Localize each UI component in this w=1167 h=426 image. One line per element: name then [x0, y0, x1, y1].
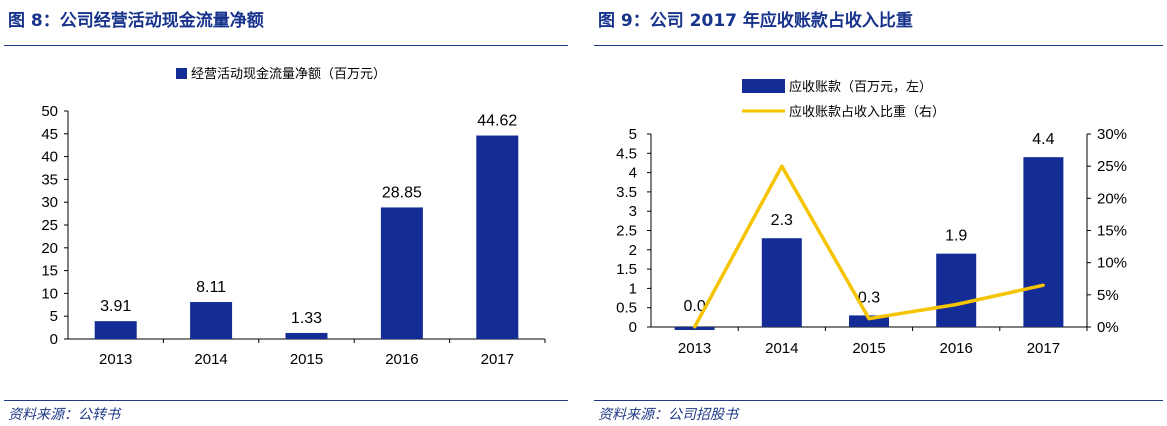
ratio-point-2015: [867, 317, 871, 321]
x-tick-label: 2016: [385, 351, 418, 368]
figure-9-bottom-rule: [594, 400, 1163, 401]
x-tick-label: 2016: [940, 340, 973, 357]
legend-label-ratio: 应收账款占收入比重（右）: [789, 104, 945, 119]
y-tick-label: 25: [41, 217, 58, 234]
y2-tick-label: 20%: [1097, 190, 1127, 207]
ratio-point-2013: [693, 325, 697, 329]
x-tick-label: 2017: [1027, 340, 1060, 357]
figure-8-chart: 经营活动现金流量净额（百万元） 0 5 10 15 20 25 30 35 40 45 50 3.91 2…: [41, 66, 546, 368]
y-tick-label: 40: [41, 149, 58, 166]
y-tick-label: 3: [629, 203, 637, 220]
figure-9-source: 资料来源：公司招股书: [598, 407, 738, 423]
figure-8-source: 资料来源：公转书: [8, 407, 120, 423]
y-tick-label: 5: [629, 126, 637, 143]
legend-swatch-receivables: [742, 79, 785, 93]
x-tick-label: 2014: [765, 340, 798, 357]
ratio-point-2014: [780, 164, 784, 168]
y2-tick-label: 5%: [1097, 287, 1119, 304]
y-tick-label: 2: [629, 242, 637, 259]
bar-2016: [380, 207, 423, 339]
x-tick-label: 2015: [852, 340, 885, 357]
x-tick-label: 2014: [194, 351, 227, 368]
figure-8-top-rule: [4, 45, 568, 46]
data-label-2015: 0.3: [858, 289, 880, 306]
y2-tick-label: 0%: [1097, 319, 1119, 336]
figure-8-title: 图 8：公司经营活动现金流量净额: [8, 11, 264, 31]
y-tick-label: 2.5: [616, 223, 637, 240]
data-label-2014: 8.11: [196, 279, 226, 296]
data-label-2016: 28.85: [382, 184, 422, 201]
y-tick-label: 1.5: [616, 261, 637, 278]
ratio-point-2016: [954, 302, 958, 306]
y-tick-label: 10: [41, 285, 58, 302]
data-label-2016: 1.9: [945, 228, 967, 245]
y-tick-label: 5: [50, 308, 58, 325]
y-tick-label: 50: [41, 103, 58, 120]
data-label-2013: 0.0: [683, 298, 705, 315]
x-tick-label: 2013: [678, 340, 711, 357]
y-tick-label: 45: [41, 126, 58, 143]
figure-9-top-rule: [594, 45, 1163, 46]
bar-2017: [476, 135, 519, 339]
bar-2013: [674, 327, 715, 330]
y2-tick-label: 10%: [1097, 255, 1127, 272]
y2-tick-label: 25%: [1097, 158, 1127, 175]
y-tick-label: 15: [41, 263, 58, 280]
y-tick-label: 0: [629, 319, 637, 336]
legend-swatch-cashflow: [176, 68, 187, 79]
y-tick-label: 0: [50, 331, 58, 348]
data-label-2013: 3.91: [100, 298, 131, 315]
data-label-2017: 44.62: [477, 113, 517, 130]
x-tick-label: 2013: [99, 351, 132, 368]
y-tick-label: 4: [629, 165, 637, 182]
data-label-2014: 2.3: [771, 212, 793, 229]
figure-9-chart: 应收账款（百万元，左） 应收账款占收入比重（右） 0 0.5 1 1.5 2 2.5 3 3.5 4…: [616, 79, 1127, 357]
data-label-2017: 4.4: [1032, 131, 1054, 148]
y-tick-label: 0.5: [616, 300, 637, 317]
legend-label-receivables: 应收账款（百万元，左）: [789, 79, 932, 94]
y-tick-label: 30: [41, 194, 58, 211]
bar-2016: [936, 253, 977, 327]
figure-9-panel: 图 9：公司 2017 年应收账款占收入比重 应收账款（百万元，左） 应收账款占收…: [590, 0, 1167, 426]
bar-2014: [190, 302, 233, 339]
figure-9-title: 图 9：公司 2017 年应收账款占收入比重: [598, 11, 913, 31]
y-tick-label: 20: [41, 240, 58, 257]
x-tick-label: 2017: [481, 351, 514, 368]
bar-2014: [761, 238, 802, 327]
figure-8-bottom-rule: [4, 400, 568, 401]
y2-tick-label: 15%: [1097, 223, 1127, 240]
y-tick-label: 3.5: [616, 184, 637, 201]
figure-8-panel: 图 8：公司经营活动现金流量净额 经营活动现金流量净额（百万元） 0 5 10 15 20…: [0, 0, 572, 426]
y2-tick-label: 30%: [1097, 126, 1127, 143]
y-tick-label: 35: [41, 171, 58, 188]
y-tick-label: 4.5: [616, 145, 637, 162]
y-tick-label: 1: [629, 280, 637, 297]
legend-label-cashflow: 经营活动现金流量净额（百万元）: [191, 66, 386, 81]
bar-2015: [285, 332, 328, 339]
bar-2013: [94, 321, 137, 339]
data-label-2015: 1.33: [291, 310, 322, 327]
bar-2015: [849, 315, 889, 327]
bar-2017: [1023, 157, 1064, 327]
x-tick-label: 2015: [290, 351, 323, 368]
ratio-point-2017: [1041, 283, 1045, 287]
